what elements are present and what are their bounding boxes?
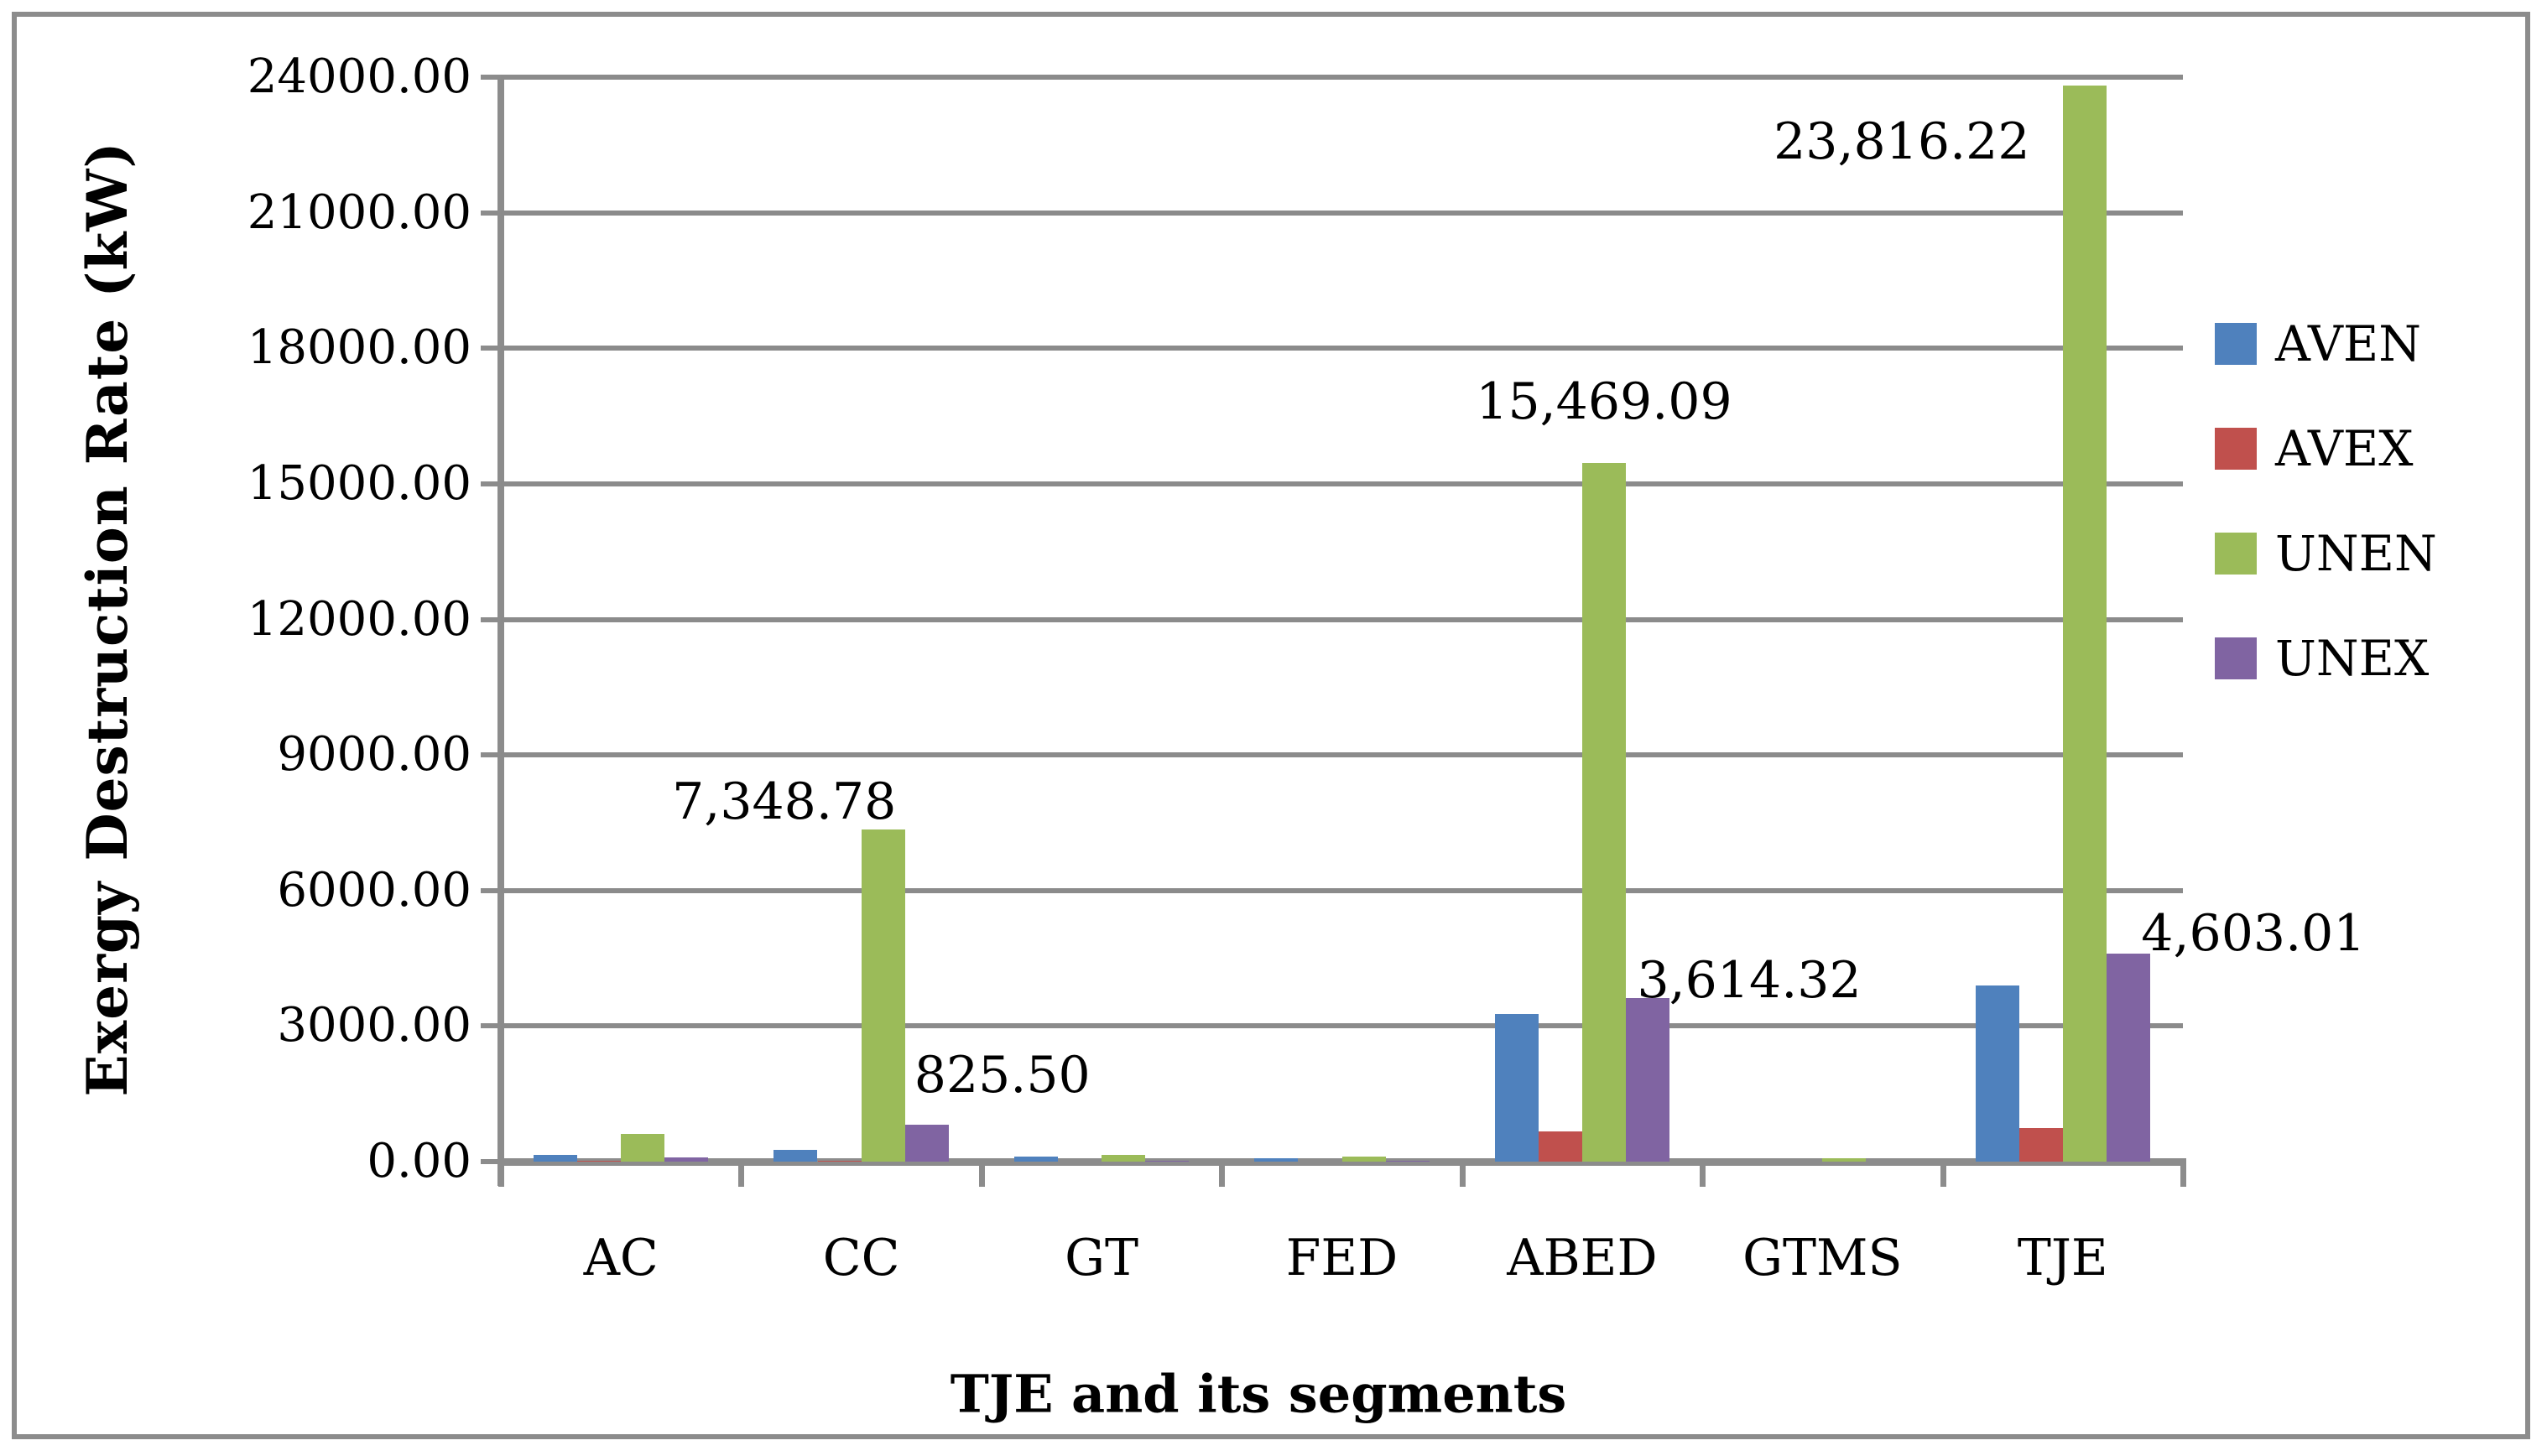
gridline-9000: [501, 752, 2183, 758]
legend-label-unex: UNEX: [2275, 630, 2430, 687]
bar-avex-abed: [1539, 1131, 1582, 1162]
category-label-cc: CC: [822, 1229, 900, 1287]
legend-label-aven: AVEN: [2275, 315, 2421, 372]
bar-avex-cc: [818, 1161, 862, 1162]
y-tick-label-18000: 18000.00: [247, 320, 471, 376]
bar-aven-tje: [1976, 985, 2019, 1162]
x-tick-5: [1700, 1165, 1706, 1187]
y-tick-15000: [481, 481, 501, 486]
bar-unex-gt: [1145, 1161, 1189, 1162]
y-tick-label-15000: 15000.00: [247, 455, 471, 511]
data-label-unex-abed: 3,614.32: [1637, 951, 1862, 1010]
x-tick-3: [1219, 1165, 1226, 1187]
x-tick-1: [738, 1165, 745, 1187]
y-tick-0: [481, 1159, 501, 1164]
gridline-6000: [501, 887, 2183, 893]
bar-aven-abed: [1495, 1014, 1539, 1162]
gridline-3000: [501, 1023, 2183, 1029]
x-tick-7: [2180, 1165, 2186, 1187]
x-axis-line: [497, 1158, 2186, 1166]
bar-unex-ac: [664, 1157, 708, 1162]
y-tick-label-6000: 6000.00: [277, 862, 471, 918]
x-tick-0: [498, 1165, 504, 1187]
y-tick-label-21000: 21000.00: [247, 185, 471, 240]
bar-unex-fed: [1386, 1161, 1430, 1162]
bar-aven-gt: [1014, 1157, 1058, 1162]
y-tick-21000: [481, 210, 501, 216]
x-tick-4: [1459, 1165, 1466, 1187]
gridline-21000: [501, 210, 2183, 216]
gridline-12000: [501, 616, 2183, 622]
bar-unen-ac: [621, 1134, 664, 1162]
bar-avex-tje: [2019, 1128, 2063, 1162]
plot-area: [501, 77, 2183, 1162]
data-label-unex-cc: 825.50: [914, 1046, 1091, 1105]
category-label-abed: ABED: [1507, 1229, 1658, 1287]
category-label-gt: GT: [1065, 1229, 1139, 1287]
x-axis-title: TJE and its segments: [950, 1363, 1567, 1425]
category-label-fed: FED: [1285, 1229, 1399, 1287]
bar-unen-gt: [1102, 1155, 1145, 1162]
y-tick-label-0: 0.00: [367, 1134, 471, 1188]
data-label-unen-cc: 7,348.78: [672, 772, 897, 831]
category-label-gtms: GTMS: [1742, 1229, 1903, 1287]
y-tick-24000: [481, 75, 501, 80]
y-axis-line: [497, 77, 504, 1186]
category-label-ac: AC: [583, 1229, 659, 1287]
y-tick-3000: [481, 1023, 501, 1029]
bar-unex-abed: [1626, 998, 1669, 1162]
legend-label-avex: AVEX: [2275, 420, 2414, 477]
legend-swatch-avex: [2215, 428, 2257, 470]
y-axis-title: Exergy Destruction Rate (kW): [75, 141, 140, 1097]
bar-unen-cc: [862, 829, 905, 1162]
legend-swatch-aven: [2215, 323, 2257, 365]
x-tick-6: [1940, 1165, 1946, 1187]
bar-aven-ac: [534, 1155, 577, 1162]
y-tick-label-12000: 12000.00: [247, 591, 471, 647]
data-label-unen-tje: 23,816.22: [1774, 112, 2030, 171]
y-tick-label-3000: 3000.00: [277, 998, 471, 1053]
bar-aven-fed: [1254, 1158, 1298, 1162]
y-tick-12000: [481, 616, 501, 622]
figure-border: [12, 12, 2530, 1439]
gridline-24000: [501, 75, 2183, 80]
x-tick-2: [978, 1165, 985, 1187]
y-tick-label-24000: 24000.00: [247, 49, 471, 104]
legend-swatch-unen: [2215, 533, 2257, 575]
gridline-15000: [501, 481, 2183, 486]
bar-unex-cc: [905, 1125, 949, 1162]
bar-aven-cc: [773, 1150, 817, 1162]
y-tick-6000: [481, 887, 501, 893]
bar-avex-ac: [577, 1161, 621, 1162]
legend-swatch-unex: [2215, 637, 2257, 679]
y-tick-label-9000: 9000.00: [277, 727, 471, 783]
bar-unen-gtms: [1822, 1158, 1866, 1162]
bar-unen-fed: [1342, 1157, 1386, 1162]
bar-unen-abed: [1582, 463, 1626, 1162]
data-label-unen-abed: 15,469.09: [1476, 372, 1732, 431]
data-label-unex-tje: 4,603.01: [2141, 904, 2366, 963]
legend-label-unen: UNEN: [2275, 525, 2437, 582]
gridline-18000: [501, 346, 2183, 351]
y-tick-18000: [481, 346, 501, 351]
category-label-tje: TJE: [2017, 1229, 2108, 1287]
y-tick-9000: [481, 752, 501, 758]
bar-unen-tje: [2063, 86, 2107, 1162]
bar-unex-tje: [2107, 954, 2150, 1162]
